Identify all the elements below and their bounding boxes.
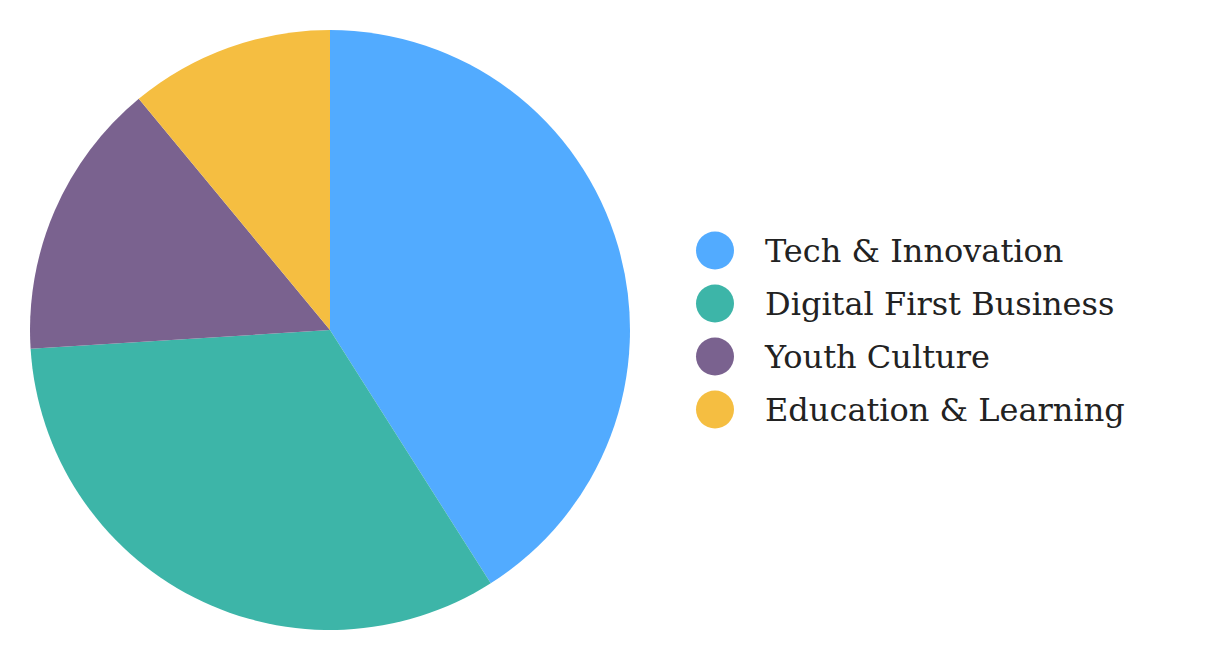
legend-swatch (696, 232, 734, 270)
legend-label: Youth Culture (764, 338, 990, 376)
legend-swatch (696, 285, 734, 323)
pie (30, 30, 630, 630)
legend-label: Tech & Innovation (765, 232, 1063, 270)
legend-label: Education & Learning (765, 391, 1125, 429)
pie-slice (139, 30, 330, 330)
legend-label: Digital First Business (765, 285, 1114, 323)
legend-swatch (696, 391, 734, 429)
legend: Tech & Innovation Digital First Business Y… (696, 232, 1125, 429)
pie-slice (31, 330, 491, 630)
chart-container: Tech & Innovation Digital First Business Y… (0, 0, 1226, 668)
chart-svg: Tech & Innovation Digital First Business Y… (0, 0, 1226, 668)
legend-swatch (696, 338, 734, 376)
